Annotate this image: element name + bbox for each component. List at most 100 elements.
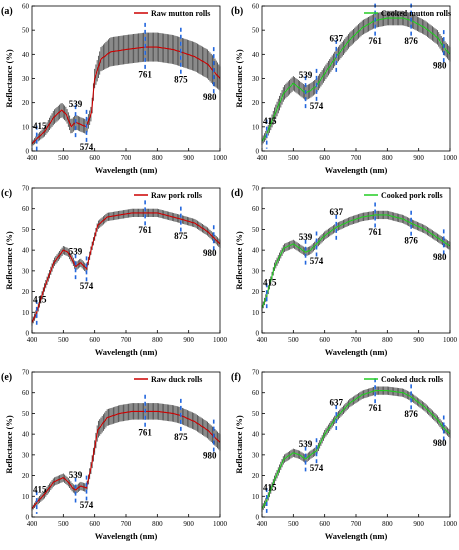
x-tick-label: 900 [183, 154, 194, 162]
wavelength-annotation: 980 [203, 248, 217, 258]
y-tick-label: 50 [22, 27, 30, 35]
y-tick-label: 50 [252, 226, 260, 234]
x-tick-label: 700 [351, 154, 362, 162]
x-tick-label: 1000 [443, 154, 458, 162]
wavelength-annotation: 876 [404, 235, 418, 245]
x-tick-label: 600 [319, 520, 330, 528]
y-tick-label: 0 [26, 330, 30, 338]
x-tick-label: 500 [58, 520, 69, 528]
x-tick-label: 600 [89, 154, 100, 162]
y-tick-label: 60 [22, 389, 30, 397]
wavelength-annotation: 574 [310, 101, 324, 111]
legend-label: Raw pork rolls [151, 191, 202, 200]
x-tick-label: 600 [89, 520, 100, 528]
y-tick-label: 20 [252, 472, 260, 480]
x-tick-label: 1000 [213, 520, 228, 528]
y-tick-label: 10 [22, 123, 30, 131]
y-tick-label: 70 [22, 185, 30, 193]
wavelength-annotation: 875 [174, 432, 188, 442]
x-tick-label: 1000 [443, 336, 458, 344]
x-tick-label: 700 [351, 520, 362, 528]
panel-label: (d) [231, 188, 243, 199]
y-axis-label: Reflectance (%) [234, 415, 244, 473]
x-tick-label: 400 [27, 336, 38, 344]
wavelength-annotation: 574 [310, 256, 324, 266]
x-tick-label: 700 [351, 336, 362, 344]
wavelength-annotation: 761 [368, 227, 382, 237]
y-tick-label: 10 [252, 309, 260, 317]
wavelength-annotation: 539 [299, 70, 313, 80]
wavelength-annotation: 980 [433, 60, 447, 70]
wavelength-annotation: 574 [310, 463, 324, 473]
x-axis-label: Wavelength (nm) [95, 165, 158, 175]
wavelength-annotation: 980 [203, 92, 217, 102]
x-tick-label: 1000 [443, 520, 458, 528]
y-axis-label: Reflectance (%) [234, 49, 244, 107]
mean-spectrum-line [261, 17, 451, 142]
wavelength-annotation: 637 [330, 207, 344, 217]
y-tick-label: 40 [252, 51, 260, 59]
mean-spectrum-line [261, 214, 451, 309]
y-tick-label: 0 [256, 148, 260, 156]
variance-band [261, 10, 451, 145]
x-axis-label: Wavelength (nm) [95, 347, 158, 357]
wavelength-annotation: 539 [69, 470, 83, 480]
y-tick-label: 70 [252, 369, 260, 377]
panel-label: (a) [1, 6, 13, 17]
wavelength-annotation: 415 [263, 482, 277, 492]
wavelength-annotation: 761 [138, 225, 152, 235]
y-axis-label: Reflectance (%) [4, 415, 14, 473]
variance-band [31, 208, 221, 326]
y-axis-label: Reflectance (%) [234, 231, 244, 289]
panel-label: (f) [231, 372, 241, 383]
legend-label: Cooked mutton rolls [381, 9, 451, 18]
y-tick-label: 30 [22, 451, 30, 459]
y-tick-label: 40 [22, 431, 30, 439]
y-tick-label: 60 [252, 205, 260, 213]
y-tick-label: 20 [22, 472, 30, 480]
y-tick-label: 20 [22, 288, 30, 296]
wavelength-annotation: 415 [33, 294, 47, 304]
x-tick-label: 400 [27, 154, 38, 162]
wavelength-annotation: 761 [368, 403, 382, 413]
y-tick-label: 0 [26, 514, 30, 522]
y-tick-label: 10 [22, 309, 30, 317]
y-tick-label: 60 [252, 389, 260, 397]
y-tick-label: 60 [22, 205, 30, 213]
wavelength-annotation: 574 [80, 281, 94, 291]
x-tick-label: 800 [382, 154, 393, 162]
wavelength-annotation: 980 [433, 252, 447, 262]
x-tick-label: 1000 [213, 154, 228, 162]
x-tick-label: 900 [413, 154, 424, 162]
plot-frame [31, 5, 221, 152]
wavelength-annotation: 574 [80, 500, 94, 510]
y-tick-label: 50 [22, 226, 30, 234]
panel-label: (b) [231, 6, 243, 17]
wavelength-annotation: 875 [174, 231, 188, 241]
y-tick-label: 10 [252, 493, 260, 501]
mean-spectrum-line [31, 46, 221, 145]
wavelength-annotation: 539 [299, 232, 313, 242]
x-tick-label: 600 [319, 336, 330, 344]
wavelength-annotation: 637 [330, 397, 344, 407]
x-tick-label: 400 [257, 336, 268, 344]
x-axis-label: Wavelength (nm) [325, 347, 388, 357]
y-tick-label: 10 [252, 123, 260, 131]
plot-frame [261, 371, 451, 518]
x-tick-label: 400 [257, 520, 268, 528]
y-tick-label: 0 [26, 148, 30, 156]
wavelength-annotation: 415 [263, 116, 277, 126]
variance-band [261, 210, 451, 312]
x-tick-label: 900 [413, 520, 424, 528]
panel-label: (e) [1, 372, 12, 383]
x-tick-label: 400 [27, 520, 38, 528]
x-tick-label: 500 [288, 336, 299, 344]
x-tick-label: 800 [382, 336, 393, 344]
y-tick-label: 40 [22, 247, 30, 255]
y-tick-label: 30 [252, 75, 260, 83]
